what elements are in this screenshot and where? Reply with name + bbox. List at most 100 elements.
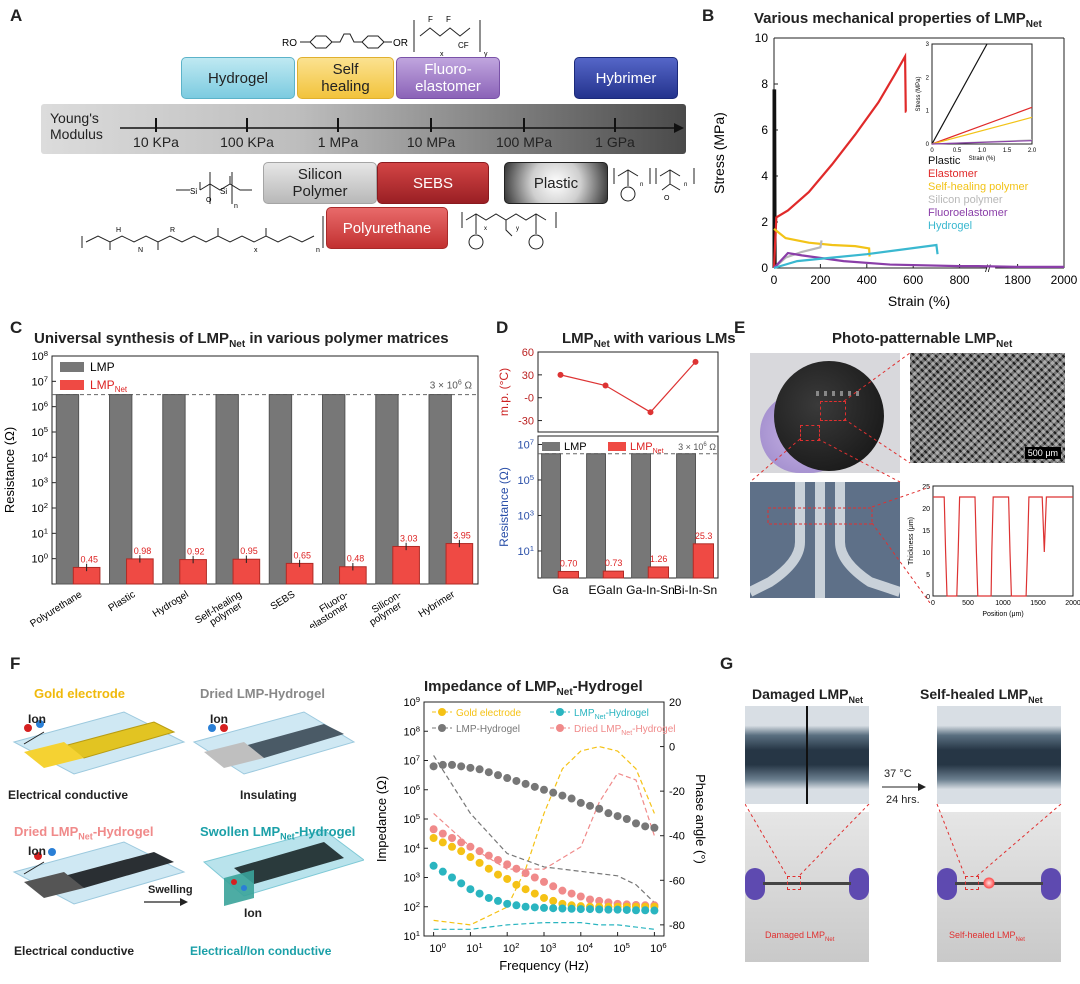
impedance-point (512, 880, 521, 889)
modulus-tick (155, 118, 157, 132)
impedance-point (530, 889, 539, 898)
bar-value-label: 0.65 (294, 550, 312, 560)
panel-letter-e: E (734, 318, 746, 337)
chem-n: n (640, 182, 643, 188)
glove-icon (937, 868, 957, 900)
chem-f: F (428, 15, 433, 24)
impedance-point (576, 905, 585, 914)
impedance-point (494, 771, 502, 780)
bar-lmpnet (602, 570, 624, 579)
panel-b-title: Various mechanical properties of LMPNet (754, 10, 1042, 30)
impedance-point (429, 762, 438, 771)
legend-marker (438, 708, 446, 716)
mp-point (602, 382, 609, 389)
bar-lmpnet (647, 566, 669, 579)
impedance-point (595, 896, 604, 905)
axis-break (987, 264, 996, 272)
inset-x-tick: 1.0 (978, 148, 987, 154)
modulus-tick (246, 118, 248, 132)
y-tick-label: 20 (922, 506, 930, 513)
inset-x-tick: 1.5 (1003, 148, 1012, 154)
self-healed-caption: Self-healed LMPNet (949, 930, 1025, 943)
x-tick-label: 103 (540, 941, 557, 955)
impedance-point (558, 904, 567, 913)
insulating-label: Insulating (240, 788, 297, 802)
inset-x-tick: 2.0 (1028, 148, 1037, 154)
x-category-label: Bi-In-Sn (674, 583, 717, 597)
mp-line (560, 361, 696, 413)
impedance-point (521, 885, 530, 894)
impedance-point (438, 760, 447, 769)
impedance-point (438, 829, 447, 838)
glove-icon (849, 868, 869, 900)
modulus-tick-label: 1 GPa (595, 134, 635, 150)
impedance-point (549, 788, 558, 797)
x-axis-label: Frequency (Hz) (499, 958, 589, 973)
y-tick-label: 60 (522, 347, 534, 359)
material-box-fluoroelastomer: Fluoro- elastomer (396, 57, 500, 99)
zoom-lines (750, 353, 931, 603)
x-category-label: Polyurethane (28, 589, 84, 628)
x-tick-label: 2000 (1065, 600, 1080, 607)
impedance-point (586, 895, 594, 904)
impedance-point (632, 819, 640, 828)
mp-point (647, 409, 654, 416)
swelling-label: Swelling (148, 884, 193, 896)
silicone-structure-icon: Si Si O n (176, 172, 252, 210)
time-label: 24 hrs. (886, 794, 920, 806)
impedance-point (466, 853, 475, 862)
panel-letter-a: A (10, 6, 23, 25)
temperature-label: 37 °C (884, 768, 912, 780)
bar-lmp (322, 394, 346, 585)
y-tick-label: 100 (31, 552, 48, 566)
ion-label: Ion (28, 844, 46, 858)
swollen-lmpnet-title: Swollen LMPNet-Hydrogel (200, 824, 356, 842)
impedance-point (448, 760, 456, 769)
impedance-point (494, 896, 502, 905)
phase-line (433, 772, 655, 870)
inset-x-tick: 0 (930, 148, 934, 154)
y2-tick-label: -60 (669, 875, 685, 887)
legend-entry: LMPNet-Hydrogel (574, 708, 649, 721)
bar-lmpnet (232, 558, 261, 585)
chem-y: y (516, 226, 519, 232)
x-category-label: Ga-In-Sn (626, 583, 675, 597)
x-axis-label: Position (μm) (982, 611, 1023, 618)
modulus-axis-label: Young's Modulus (50, 110, 103, 142)
material-label: Hydrogel (207, 69, 269, 87)
electrical-conductive-label: Electrical conductive (14, 944, 135, 958)
zoom-box (965, 876, 979, 890)
series-line-elastomer (772, 52, 907, 269)
legend-lmp: LMP (90, 360, 115, 374)
bar-lmp (268, 394, 293, 585)
y-tick-label: 103 (517, 508, 534, 522)
mp-point (692, 358, 699, 365)
inset-line (931, 116, 1033, 145)
self-healed-micrograph (937, 706, 1061, 804)
impedance-point (484, 893, 493, 902)
bar-value-label: 0.70 (560, 558, 578, 568)
panel-d-title: LMPNet with various LMs (562, 330, 736, 350)
chem-n: N (138, 247, 143, 254)
material-box-silicon-polymer: Silicon Polymer (263, 162, 377, 204)
y-axis-label-resistance: Resistance (Ω) (497, 467, 511, 547)
chem-cf3: CF (458, 41, 469, 50)
fiber (763, 882, 851, 885)
bar-value-label: 3.03 (400, 533, 418, 543)
x-tick-label: 0 (931, 600, 935, 607)
electrical-conductive-label: Electrical conductive (8, 788, 129, 802)
inset-y-label: Stress (MPa) (916, 76, 922, 111)
legend-lmpnet: LMPNet (90, 378, 128, 394)
impedance-point (641, 906, 650, 915)
glove-icon (1041, 868, 1061, 900)
chem-si: Si (190, 187, 197, 196)
glove-icon (745, 868, 765, 900)
zoom-box (820, 401, 846, 421)
liquid-metal-chart: 60 30 -0 -30 m.p. (°C) 101 103 105 107 Resistance… (497, 347, 719, 597)
panel-letter-c: C (10, 318, 23, 337)
impedance-point (466, 885, 475, 894)
y2-axis-label: Phase angle (°) (693, 774, 708, 864)
y-tick-label: 103 (403, 871, 420, 885)
bar-lmp (109, 394, 133, 585)
